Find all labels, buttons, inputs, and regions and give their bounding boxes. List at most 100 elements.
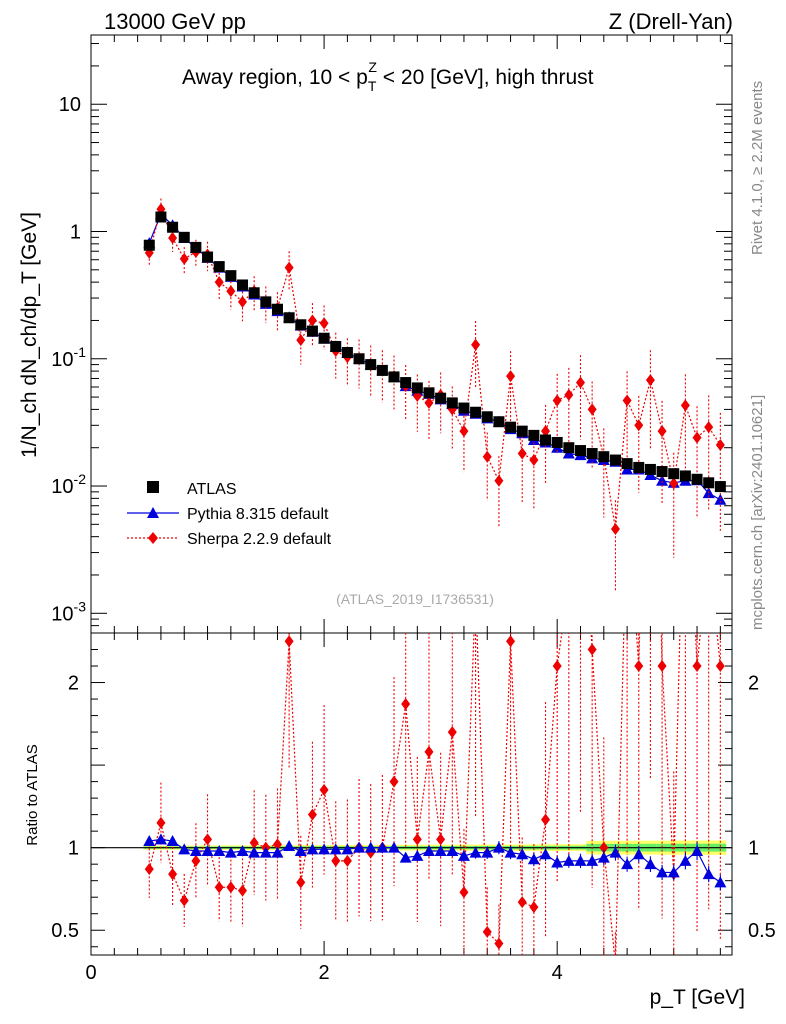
pythia-ratio-point xyxy=(259,846,272,858)
atlas-point xyxy=(167,221,179,233)
sherpa-ratio-point xyxy=(284,635,294,648)
sherpa-point xyxy=(459,425,469,438)
sherpa-ratio-point xyxy=(646,181,655,193)
y-tick-label-base: 10 xyxy=(51,603,73,625)
atlas-point xyxy=(202,251,214,263)
pythia-ratio-point xyxy=(213,844,226,856)
legend-sherpa-marker xyxy=(148,532,158,544)
sherpa-ratio-point xyxy=(191,854,201,867)
pythia-point xyxy=(714,493,727,505)
pythia-ratio-point xyxy=(457,849,470,861)
pythia-ratio-point xyxy=(434,844,447,856)
sherpa-ratio-point xyxy=(482,925,492,938)
pythia-ratio-point xyxy=(574,854,587,866)
pythia-ratio-point xyxy=(271,846,284,858)
atlas-point xyxy=(248,287,260,299)
sherpa-point xyxy=(529,454,539,467)
legend-sherpa-label: Sherpa 2.2.9 default xyxy=(187,531,332,548)
axis-ticks xyxy=(90,35,732,955)
atlas-point xyxy=(306,325,318,337)
atlas-point xyxy=(633,461,645,473)
sherpa-ratio-point xyxy=(623,495,632,507)
atlas-point xyxy=(458,402,470,414)
legend-atlas-label: ATLAS xyxy=(187,481,237,498)
y-axis-label-top: 1/N_ch dN_ch/dp_T [GeV] xyxy=(18,212,41,458)
sherpa-point xyxy=(319,317,329,330)
atlas-point xyxy=(540,434,552,446)
sherpa-point xyxy=(657,425,667,438)
sherpa-ratio-point xyxy=(331,854,341,867)
ratio-y-tick-label-left: 2 xyxy=(68,673,79,695)
pythia-ratio-point xyxy=(621,858,634,870)
pythia-ratio-point xyxy=(353,841,366,853)
atlas-point xyxy=(528,429,540,441)
sherpa-ratio-point xyxy=(634,660,644,673)
pythia-line xyxy=(148,213,721,501)
atlas-point xyxy=(178,231,190,243)
sherpa-point xyxy=(564,388,574,401)
y-tick-label-top: 10-3 xyxy=(51,598,86,625)
atlas-point xyxy=(353,353,365,365)
atlas-point xyxy=(213,261,225,273)
pythia-ratio-point xyxy=(492,841,505,853)
rivet-version-label: Rivet 4.1.0, ≥ 2.2M events xyxy=(749,81,766,255)
pythia-ratio-point xyxy=(422,844,435,856)
header-process-label: Z (Drell-Yan) xyxy=(609,9,733,34)
pythia-point xyxy=(656,474,669,486)
ratio-y-tick-label-right: 0.5 xyxy=(748,920,776,942)
pythia-ratio-point xyxy=(306,843,319,855)
sherpa-point xyxy=(645,374,655,387)
sherpa-point xyxy=(179,252,189,265)
ratio-y-tick-label-left: 0.5 xyxy=(51,920,79,942)
pythia-ratio-point xyxy=(527,853,540,865)
legend-atlas-marker xyxy=(147,481,159,493)
pythia-ratio-point xyxy=(586,854,599,866)
ratio-y-tick-label-right: 1 xyxy=(748,838,759,860)
sherpa-point xyxy=(669,477,679,490)
atlas-point xyxy=(446,397,458,409)
pythia-ratio-point xyxy=(691,844,704,856)
pythia-ratio-point xyxy=(294,844,307,856)
sherpa-ratio-point xyxy=(156,816,166,829)
atlas-point xyxy=(283,312,295,324)
sherpa-ratio-point xyxy=(564,577,573,589)
sherpa-point xyxy=(680,399,690,412)
atlas-point xyxy=(598,451,610,463)
sherpa-ratio-point xyxy=(657,660,667,673)
pythia-ratio-point xyxy=(248,846,261,858)
sherpa-ratio-point xyxy=(529,901,539,914)
atlas-point xyxy=(470,406,482,418)
pythia-ratio-point xyxy=(364,841,377,853)
y-tick-label-top: 10-2 xyxy=(51,471,86,498)
pythia-ratio-point xyxy=(329,843,342,855)
atlas-point xyxy=(295,319,307,331)
sherpa-point xyxy=(471,338,481,351)
sherpa-ratio-point xyxy=(412,833,422,846)
sherpa-ratio-point xyxy=(272,838,282,851)
sherpa-ratio-point xyxy=(424,745,434,758)
legend-pythia-label: Pythia 8.315 default xyxy=(187,506,329,523)
sherpa-point xyxy=(622,394,632,407)
pythia-ratio-point xyxy=(516,848,529,860)
ratio-y-tick-label-right: 2 xyxy=(748,673,759,695)
sherpa-ratio-point xyxy=(226,881,236,894)
atlas-point xyxy=(563,442,575,454)
atlas-point xyxy=(505,421,517,433)
atlas-point xyxy=(400,377,412,389)
atlas-point xyxy=(341,346,353,358)
sherpa-point xyxy=(541,425,551,438)
sherpa-ratio-point xyxy=(459,886,469,899)
atlas-point xyxy=(516,425,528,437)
atlas-point xyxy=(574,445,586,457)
pythia-ratio-point xyxy=(388,841,401,853)
atlas-point xyxy=(330,340,342,352)
atlas-point xyxy=(190,241,202,253)
pythia-ratio-point xyxy=(702,868,715,880)
sherpa-ratio-point xyxy=(296,876,306,889)
sherpa-ratio-point xyxy=(517,896,527,909)
pythia-ratio-point xyxy=(399,851,412,863)
legend: ATLAS Pythia 8.315 default Sherpa 2.2.9 … xyxy=(127,481,332,548)
pythia-ratio-point xyxy=(481,846,494,858)
x-tick-label: 4 xyxy=(552,962,563,984)
